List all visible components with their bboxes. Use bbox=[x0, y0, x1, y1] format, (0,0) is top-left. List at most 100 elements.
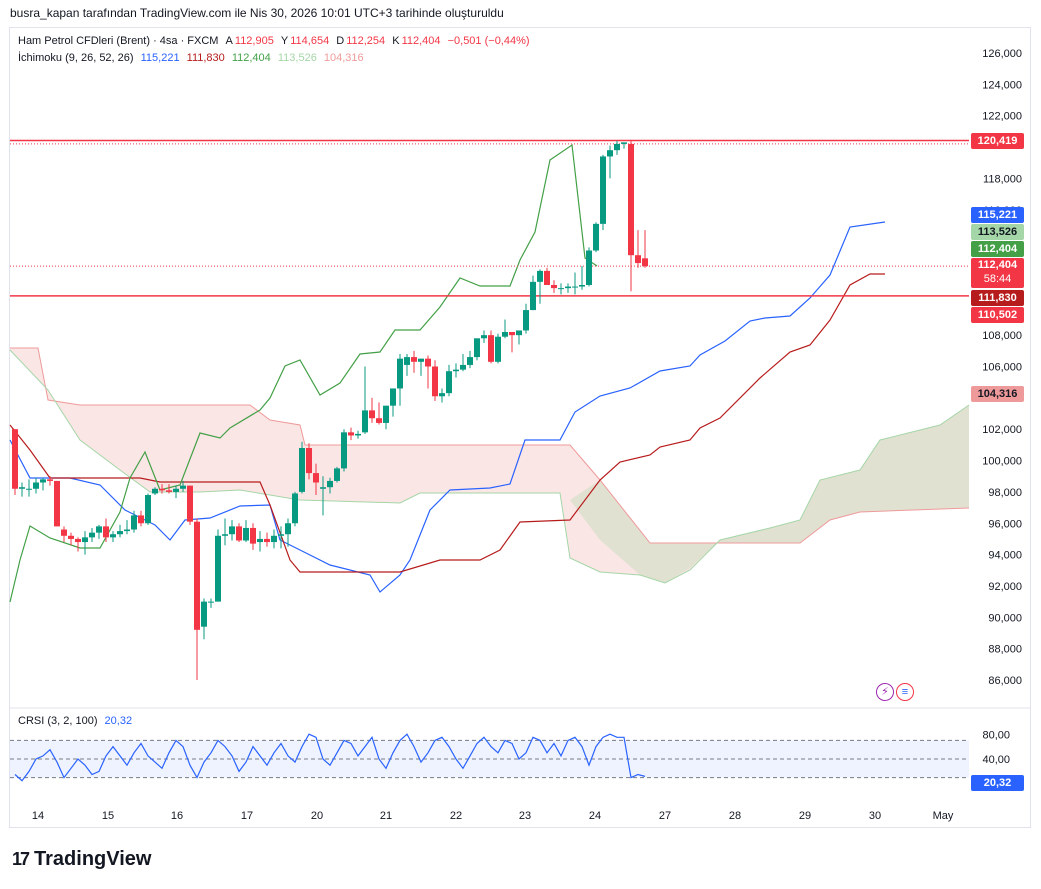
candle-body bbox=[145, 495, 151, 524]
candle bbox=[306, 443, 312, 480]
price-tick: 90,000 bbox=[988, 612, 1022, 624]
candle-body bbox=[544, 270, 550, 285]
time-tick: 24 bbox=[589, 810, 601, 822]
candle bbox=[362, 366, 368, 434]
candle bbox=[348, 427, 354, 441]
price-label-lagging: 112,404 bbox=[971, 241, 1024, 257]
candle bbox=[523, 303, 529, 334]
symbol-legend[interactable]: Ham Petrol CFDleri (Brent) · 4sa · FXCM … bbox=[18, 35, 530, 47]
candle-body bbox=[40, 479, 46, 483]
candle-body bbox=[264, 538, 270, 543]
crsi-panel: 80,00 40,00 bbox=[10, 707, 1030, 782]
candle bbox=[12, 429, 18, 496]
candle bbox=[593, 222, 599, 253]
candle bbox=[600, 154, 606, 231]
candle bbox=[194, 518, 200, 680]
bar-countdown: 58:44 bbox=[983, 273, 1012, 285]
candle-body bbox=[642, 258, 648, 267]
candle-body bbox=[173, 488, 179, 492]
candle bbox=[432, 360, 438, 401]
low-label: D bbox=[336, 35, 345, 47]
candle bbox=[19, 482, 25, 497]
candle-body bbox=[425, 358, 431, 367]
cloud-bearish bbox=[10, 348, 969, 583]
candle bbox=[565, 283, 571, 293]
candle-body bbox=[621, 142, 627, 144]
candle bbox=[327, 477, 333, 494]
candle-body bbox=[292, 493, 298, 524]
candle bbox=[460, 353, 466, 372]
candle-body bbox=[341, 432, 347, 469]
candle bbox=[614, 140, 620, 155]
candle-body bbox=[299, 448, 305, 492]
candle bbox=[537, 269, 543, 304]
chart-frame bbox=[9, 27, 1031, 828]
candle bbox=[173, 485, 179, 499]
candle bbox=[635, 230, 641, 268]
candle-body bbox=[348, 432, 354, 436]
candle bbox=[579, 266, 585, 290]
ichimoku-lagging-value: 112,404 bbox=[231, 52, 271, 64]
candle-body bbox=[558, 288, 564, 290]
candle-body bbox=[397, 358, 403, 389]
price-label-conversion: 115,221 bbox=[971, 207, 1024, 223]
candle bbox=[285, 518, 291, 547]
candle bbox=[110, 531, 116, 543]
candle bbox=[607, 145, 613, 179]
candle-body bbox=[278, 534, 284, 536]
candle-body bbox=[488, 335, 494, 362]
lagging-span bbox=[9, 143, 598, 603]
candle bbox=[33, 477, 39, 494]
us-flag-icon[interactable]: ≡ bbox=[896, 683, 914, 701]
candle bbox=[201, 598, 207, 640]
candle-body bbox=[47, 479, 53, 481]
candle bbox=[61, 526, 67, 543]
time-tick: 27 bbox=[659, 810, 671, 822]
candle bbox=[299, 441, 305, 494]
candle bbox=[628, 140, 634, 292]
candle-body bbox=[26, 488, 32, 490]
cloud-bullish bbox=[570, 405, 969, 583]
price-tick: 96,000 bbox=[988, 518, 1022, 530]
event-icons[interactable]: ⚡ ≡ bbox=[876, 683, 914, 701]
candle bbox=[439, 388, 445, 403]
candle-body bbox=[110, 534, 116, 538]
candle bbox=[474, 338, 480, 361]
candle bbox=[54, 480, 60, 527]
ichimoku-legend[interactable]: İchimoku (9, 26, 52, 26) 115,221 111,830… bbox=[18, 52, 364, 64]
candle-body bbox=[180, 485, 186, 489]
candle bbox=[313, 463, 319, 496]
candle-body bbox=[229, 526, 235, 535]
candle bbox=[292, 491, 298, 527]
price-label-spana: 113,526 bbox=[971, 224, 1024, 240]
candle-body bbox=[271, 535, 277, 543]
candle bbox=[495, 333, 501, 364]
price-tick: 102,000 bbox=[982, 424, 1022, 436]
candle-body bbox=[369, 410, 375, 419]
crsi-tick: 80,00 bbox=[982, 729, 1010, 741]
candle-body bbox=[250, 527, 256, 544]
candle-body bbox=[495, 336, 501, 362]
lightning-icon[interactable]: ⚡ bbox=[876, 683, 894, 701]
candle bbox=[187, 485, 193, 525]
time-tick: 17 bbox=[241, 810, 253, 822]
time-tick: 14 bbox=[32, 810, 44, 822]
candle-body bbox=[243, 527, 249, 541]
candle bbox=[397, 353, 403, 406]
candle bbox=[369, 397, 375, 423]
low-value: 112,254 bbox=[346, 35, 386, 47]
candle-body bbox=[124, 529, 130, 532]
candle bbox=[320, 476, 326, 516]
ichimoku-conversion-value: 115,221 bbox=[140, 52, 180, 64]
chart-header: busra_kapan tarafından TradingView.com i… bbox=[10, 6, 504, 20]
span-a-line bbox=[9, 349, 970, 584]
candle bbox=[390, 388, 396, 417]
candle bbox=[404, 353, 410, 376]
crsi-legend[interactable]: CRSI (3, 2, 100) 20,32 bbox=[18, 715, 132, 727]
candle bbox=[383, 405, 389, 430]
candle-body bbox=[439, 393, 445, 397]
crsi-line bbox=[14, 733, 646, 782]
time-tick: 15 bbox=[102, 810, 114, 822]
price-tick: 100,000 bbox=[982, 456, 1022, 468]
